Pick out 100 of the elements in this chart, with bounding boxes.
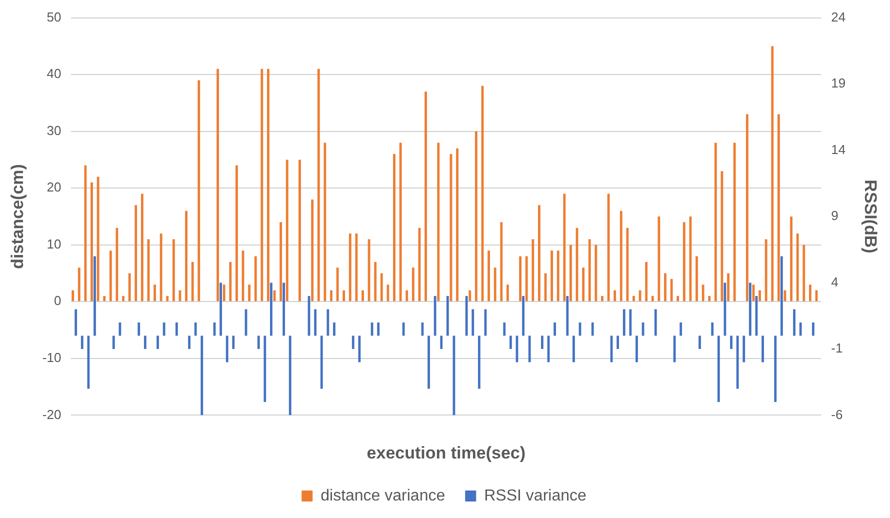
bar xyxy=(620,210,622,302)
bar xyxy=(352,336,354,349)
bar xyxy=(554,322,556,336)
bar xyxy=(267,68,270,302)
bar xyxy=(711,322,714,336)
bar xyxy=(736,336,739,389)
bar xyxy=(248,284,250,302)
bar xyxy=(232,336,235,349)
legend-label: RSSI variance xyxy=(484,487,586,504)
bar xyxy=(717,336,720,402)
bar xyxy=(298,160,301,302)
bar xyxy=(362,290,364,302)
bar xyxy=(236,165,238,302)
bar xyxy=(166,296,169,302)
bar xyxy=(506,284,509,302)
bar xyxy=(185,210,188,302)
bar xyxy=(188,336,190,349)
bar xyxy=(156,336,159,349)
bar xyxy=(730,336,732,349)
bar xyxy=(314,309,317,336)
y2-tick-label: 24 xyxy=(831,9,846,24)
y-tick-label: 30 xyxy=(46,122,62,138)
bar xyxy=(393,154,396,302)
bar xyxy=(774,336,777,402)
bar xyxy=(216,68,219,302)
y-tick-label: -10 xyxy=(42,350,62,366)
bar xyxy=(254,256,257,302)
bar xyxy=(538,205,540,302)
bar xyxy=(698,336,701,349)
bar xyxy=(428,336,430,389)
bar xyxy=(320,336,323,389)
bar xyxy=(160,234,162,302)
bar xyxy=(802,244,806,302)
bar xyxy=(456,148,458,302)
bar xyxy=(80,336,84,349)
bar xyxy=(682,222,686,302)
bar xyxy=(257,336,260,349)
bar xyxy=(654,309,657,336)
bar xyxy=(468,290,472,302)
bar xyxy=(472,309,474,336)
y-tick-label: 20 xyxy=(46,180,62,195)
bar xyxy=(280,222,282,302)
bar xyxy=(582,268,585,302)
bar xyxy=(138,322,140,336)
bar xyxy=(733,142,736,302)
bar xyxy=(103,296,106,302)
bar xyxy=(122,296,124,302)
bar xyxy=(220,282,222,336)
y-tick-label: 40 xyxy=(46,66,62,82)
y2-tick-label: -1 xyxy=(831,340,843,356)
bar xyxy=(500,222,503,302)
bar xyxy=(664,273,666,302)
bar xyxy=(72,290,74,302)
bar xyxy=(342,290,346,302)
bar xyxy=(777,114,780,302)
bar xyxy=(377,322,380,336)
bar xyxy=(651,296,654,302)
bar xyxy=(194,322,197,336)
bar xyxy=(317,68,320,302)
bar xyxy=(591,322,594,336)
bar xyxy=(226,336,228,362)
bar xyxy=(488,250,490,302)
y2-tick-label: 14 xyxy=(831,142,846,157)
bar xyxy=(714,142,717,302)
y-tick-label: 10 xyxy=(46,236,62,252)
bar xyxy=(742,336,746,362)
bar xyxy=(172,239,175,302)
bar xyxy=(412,268,414,302)
y-tick-label: 0 xyxy=(54,293,62,308)
y-tick-label: 50 xyxy=(46,9,62,24)
bar xyxy=(434,296,436,336)
bar xyxy=(550,250,553,302)
bar xyxy=(494,268,496,302)
bar xyxy=(566,296,569,336)
bar xyxy=(696,256,698,302)
bar xyxy=(594,244,598,302)
bar xyxy=(424,92,427,302)
bar xyxy=(474,131,478,302)
bar xyxy=(614,290,616,302)
bar xyxy=(348,234,352,302)
bar xyxy=(616,336,620,349)
bar xyxy=(626,228,629,302)
bar xyxy=(440,336,443,349)
bar xyxy=(793,309,796,336)
bar xyxy=(796,234,799,302)
bar xyxy=(90,182,93,302)
bar xyxy=(134,205,138,302)
bar xyxy=(764,239,768,302)
bar xyxy=(311,199,314,302)
bar xyxy=(509,336,512,349)
bar xyxy=(519,256,522,302)
bar xyxy=(333,322,336,336)
bar xyxy=(109,250,112,302)
bar xyxy=(799,322,802,336)
bar xyxy=(588,239,591,302)
bar xyxy=(629,309,632,336)
bar xyxy=(264,336,266,402)
y2-tick-label: 9 xyxy=(831,208,838,224)
bar xyxy=(601,296,604,302)
bar xyxy=(222,284,226,302)
